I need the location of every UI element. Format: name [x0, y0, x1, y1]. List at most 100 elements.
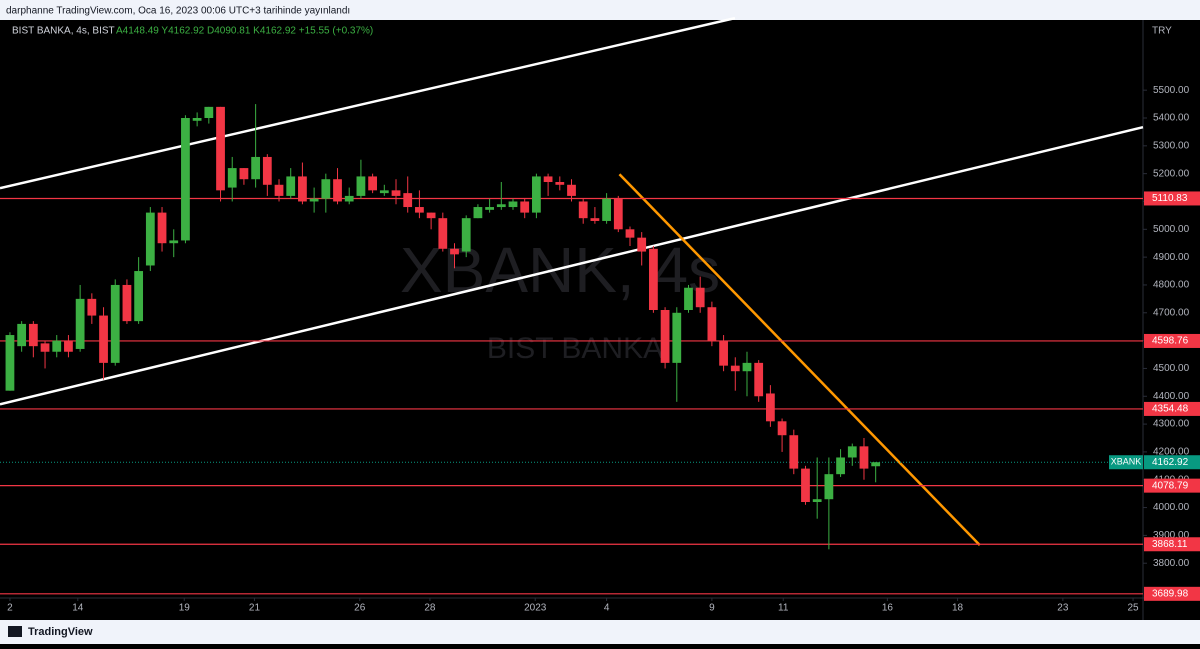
candle-body [719, 340, 728, 366]
candle-body [438, 218, 448, 249]
candle-body [765, 393, 775, 422]
candle-body [508, 201, 518, 208]
publish-note: darphanne TradingView.com, Oca 16, 2023 … [6, 6, 350, 17]
level-tag [1144, 401, 1200, 416]
candle-body [789, 435, 799, 469]
candle-body [40, 343, 50, 352]
top-bar [0, 0, 1200, 20]
level-label: 3868.11 [1152, 539, 1188, 550]
trendline [0, 16, 736, 190]
candle-body [75, 298, 85, 349]
y-tick-label: 4900.00 [1153, 252, 1190, 263]
x-tick-label: 25 [1127, 603, 1139, 614]
candle-body [309, 198, 319, 202]
candle-body [485, 207, 494, 210]
x-tick-label: 14 [72, 603, 84, 614]
candle-body [801, 468, 810, 502]
candle-body [613, 198, 623, 230]
y-tick-label: 4400.00 [1153, 391, 1190, 402]
candle-body [157, 212, 167, 244]
candle-body [812, 499, 822, 502]
candle-body [28, 323, 38, 347]
candle-body [672, 312, 682, 363]
y-tick-label: 3900.00 [1153, 530, 1190, 541]
x-tick-label: 26 [354, 603, 366, 614]
candle-body [637, 237, 647, 252]
x-tick-label: 19 [179, 603, 191, 614]
level-label: 4354.48 [1152, 404, 1189, 415]
candle-body [567, 184, 576, 196]
candle-body [192, 118, 202, 121]
y-tick-label: 5300.00 [1153, 140, 1190, 151]
candle-body [169, 240, 179, 244]
candle-body [754, 362, 764, 397]
candle-body [391, 190, 401, 196]
y-tick-label: 4800.00 [1153, 280, 1190, 291]
brand: TradingView [28, 626, 93, 638]
candle-body [122, 284, 132, 322]
candle-body [64, 340, 73, 352]
candle-body [356, 176, 366, 196]
candle-body [99, 315, 108, 363]
y-tick-label: 4300.00 [1153, 419, 1190, 430]
x-tick-label: 2023 [524, 603, 547, 614]
candle-body [824, 474, 834, 500]
last-price-name-tag [1109, 455, 1143, 470]
candle-body [368, 176, 378, 191]
x-tick-label: 21 [249, 603, 261, 614]
trendline [618, 173, 981, 547]
candle-body [660, 310, 670, 363]
x-tick-label: 11 [778, 603, 789, 614]
y-tick-label: 5400.00 [1153, 113, 1190, 124]
x-tick-label: 28 [424, 603, 436, 614]
level-tag [1144, 586, 1200, 601]
level-tag [1144, 333, 1200, 348]
y-tick-label: 4000.00 [1153, 502, 1190, 513]
candle-body [684, 287, 693, 310]
candle-body [321, 179, 331, 199]
x-tick-label: 23 [1057, 603, 1069, 614]
candle-body [532, 176, 541, 213]
candle-body [181, 118, 190, 241]
candle-body [239, 168, 249, 180]
candle-body [836, 457, 845, 475]
candle-body [227, 168, 237, 188]
candle-body [649, 248, 658, 310]
candle-body [274, 184, 284, 196]
ohlc-line: A4148.49 Y4162.92 D4090.81 K4162.92 +15.… [116, 26, 373, 37]
candle-body [333, 179, 342, 202]
level-label: 3689.98 [1152, 588, 1189, 599]
watermark-sub: BIST BANKA [487, 332, 663, 365]
y-tick-label: 4700.00 [1153, 307, 1190, 318]
level-tag [1144, 537, 1200, 552]
candle-body [298, 176, 307, 202]
level-label: 4078.79 [1152, 480, 1189, 491]
candle-body [379, 190, 389, 194]
trendline [0, 125, 1144, 406]
currency: TRY [1152, 26, 1172, 37]
x-tick-label: 9 [709, 603, 715, 614]
level-label: 4598.76 [1152, 336, 1189, 347]
level-tag [1144, 478, 1200, 493]
x-tick-label: 4 [604, 603, 610, 614]
last-price-label: 4162.92 [1152, 457, 1189, 468]
candle-body [473, 207, 483, 219]
candle-body [695, 287, 705, 308]
candle-body [5, 335, 15, 391]
candle-body [461, 218, 471, 252]
candle-body [216, 106, 225, 191]
candle-body [847, 446, 857, 458]
candle-body [496, 204, 506, 208]
candle-body [543, 176, 553, 182]
symbol-line: BIST BANKA, 4s, BIST [12, 26, 115, 37]
candle-body [555, 182, 565, 185]
candle-body [450, 248, 459, 255]
candle-body [625, 229, 635, 238]
candle-body [52, 340, 62, 352]
candle-body [204, 106, 214, 118]
candle-body [17, 323, 27, 347]
candle-body [777, 421, 787, 436]
candle-body [730, 365, 740, 372]
bottom-bar [0, 620, 1200, 644]
